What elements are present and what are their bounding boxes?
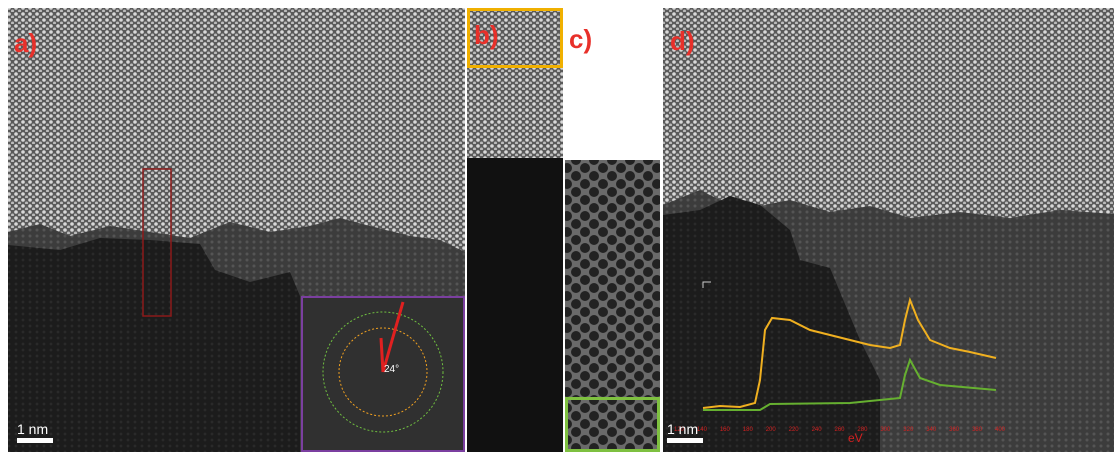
tick-label: 300 (880, 427, 891, 433)
tick-label: 320 (903, 427, 914, 433)
panel-label: b) (474, 20, 499, 50)
tick-label: 240 (812, 427, 823, 433)
panel-label: d) (670, 26, 695, 56)
panel-label: a) (14, 28, 37, 58)
tick-label: 140 (697, 427, 708, 433)
fft-angle: 24° (384, 364, 399, 375)
figure: 24° 1 nm a) b) c) 1201401601802002202402… (0, 0, 1114, 452)
scale-label: 1 nm (667, 421, 698, 437)
tick-label: 180 (743, 427, 754, 433)
scale-bar (17, 438, 53, 443)
panel-label: c) (569, 24, 592, 54)
panel-a: 24° 1 nm a) (8, 8, 465, 452)
panel-b: b) (467, 8, 563, 452)
tick-label: 200 (766, 427, 777, 433)
tick-label: 360 (949, 427, 960, 433)
scale-label: 1 nm (17, 421, 48, 437)
tick-label: 160 (720, 427, 731, 433)
axis-label: eV (848, 431, 863, 445)
tick-label: 400 (995, 427, 1006, 433)
tick-label: 220 (789, 427, 800, 433)
scale-bar (667, 438, 703, 443)
tick-label: 260 (834, 427, 845, 433)
panel-c: c) (565, 8, 660, 452)
tick-label: 380 (972, 427, 983, 433)
tick-label: 340 (926, 427, 937, 433)
page: 24° 1 nm a) b) c) 1201401601802002202402… (0, 0, 1114, 452)
fft-inset: 24° (302, 297, 464, 451)
